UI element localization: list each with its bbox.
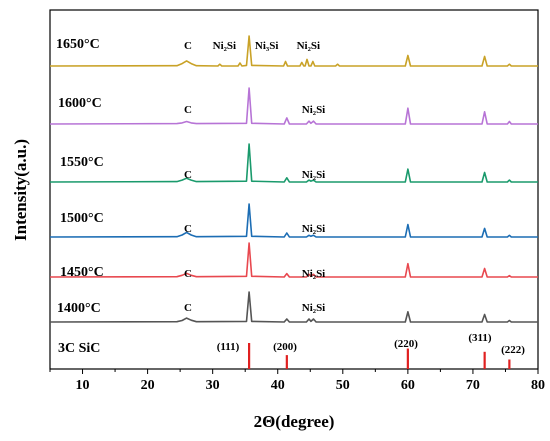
annotation-layer: 1400°C C Ni₂Si 1450°C C Ni₂Si 1500°C C Ni₂Si 1550… xyxy=(56,37,325,316)
series-label: 1550°C xyxy=(60,155,104,170)
phase-annotation: Ni₂Si xyxy=(302,223,325,235)
phase-annotation: Ni₂Si xyxy=(302,104,325,116)
x-axis: 10 20 30 40 50 60 70 80 xyxy=(49,369,545,393)
series-line-1500 xyxy=(49,203,538,238)
x-tick-label: 50 xyxy=(336,378,350,393)
phase-annotation: Ni₂Si xyxy=(302,169,325,181)
plot-frame xyxy=(49,9,539,370)
phase-annotation: Ni₂Si xyxy=(302,302,325,314)
phase-annotation: Ni₂Si xyxy=(213,40,236,52)
phase-annotation: C xyxy=(184,169,192,181)
reference-hkl-label: (311) xyxy=(468,332,492,344)
reference-label: 3C SiC xyxy=(58,341,100,356)
phase-annotation: C xyxy=(184,40,192,52)
x-tick-label: 10 xyxy=(76,378,90,393)
x-tick-label: 30 xyxy=(206,378,220,393)
x-tick-label: 40 xyxy=(271,378,285,393)
reference-hkl-label: (200) xyxy=(273,341,297,353)
phase-annotation: Ni₃Si xyxy=(255,40,278,52)
reference-hkl-label: (111) xyxy=(217,341,240,353)
y-axis-title: Intensity(a.u.) xyxy=(11,139,30,241)
phase-annotation: C xyxy=(184,223,192,235)
series-line-1600 xyxy=(49,87,538,125)
reference-layer: 3C SiC (111) (200) (220) (311) (222) xyxy=(58,332,525,369)
x-tick-label: 70 xyxy=(466,378,480,393)
x-axis-title: 2Θ(degree) xyxy=(254,412,335,431)
series-line-1450 xyxy=(49,242,538,278)
x-tick-label: 60 xyxy=(401,378,415,393)
series-line-1650 xyxy=(49,35,538,67)
reference-hkl-label: (222) xyxy=(501,344,525,356)
reference-hkl-label: (220) xyxy=(394,338,418,350)
series-label: 1650°C xyxy=(56,37,100,52)
phase-annotation: C xyxy=(184,268,192,280)
phase-annotation: C xyxy=(184,104,192,116)
x-tick-label: 20 xyxy=(141,378,155,393)
series-label: 1450°C xyxy=(60,265,104,280)
series-line-1400 xyxy=(49,291,538,323)
phase-annotation: Ni₂Si xyxy=(297,40,320,52)
series-layer xyxy=(49,35,538,323)
phase-annotation: C xyxy=(184,302,192,314)
series-line-1550 xyxy=(49,143,538,183)
x-tick-label: 80 xyxy=(531,378,545,393)
series-label: 1500°C xyxy=(60,211,104,226)
phase-annotation: Ni₂Si xyxy=(302,268,325,280)
series-label: 1400°C xyxy=(57,301,101,316)
series-label: 1600°C xyxy=(58,96,102,111)
